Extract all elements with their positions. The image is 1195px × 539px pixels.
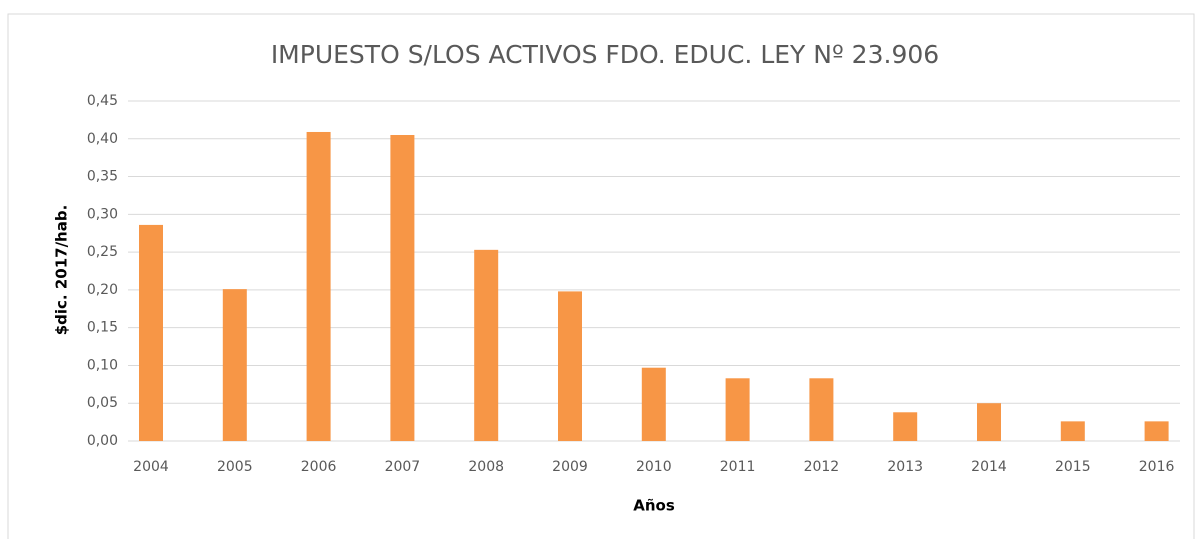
y-axis-label: $dic. 2017/hab. — [53, 205, 71, 336]
y-tick-label: 0,30 — [87, 206, 118, 222]
y-tick-label: 0,35 — [87, 169, 118, 185]
bar — [1060, 421, 1085, 441]
bar — [1144, 421, 1169, 441]
y-tick-label: 0,15 — [87, 320, 118, 336]
x-tick-label: 2008 — [468, 459, 504, 475]
chart-frame — [7, 13, 1195, 539]
bar — [139, 224, 163, 441]
x-tick-label: 2005 — [217, 459, 253, 475]
bar — [641, 367, 666, 441]
x-tick-label: 2006 — [301, 459, 337, 475]
x-tick-label: 2014 — [971, 459, 1007, 475]
y-tick-label: 0,45 — [87, 93, 118, 109]
x-tick-label: 2015 — [1055, 459, 1091, 475]
y-tick-label: 0,25 — [87, 244, 118, 260]
bar — [474, 249, 499, 441]
y-tick-label: 0,00 — [87, 433, 118, 449]
bar — [390, 135, 415, 441]
bar — [222, 289, 247, 441]
x-tick-label: 2013 — [887, 459, 923, 475]
y-tick-label: 0,05 — [87, 395, 118, 411]
bar — [809, 378, 834, 441]
y-tick-label: 0,20 — [87, 282, 118, 298]
bar — [977, 403, 1001, 441]
x-tick-label: 2009 — [552, 459, 588, 475]
bar — [725, 378, 750, 441]
x-tick-label: 2007 — [385, 459, 421, 475]
bar — [893, 412, 918, 441]
x-tick-label: 2012 — [804, 459, 840, 475]
bar — [306, 131, 331, 441]
y-tick-label: 0,10 — [87, 357, 118, 373]
bar — [558, 291, 582, 441]
x-axis-label: Años — [633, 497, 675, 515]
x-tick-label: 2010 — [636, 459, 672, 475]
y-tick-label: 0,40 — [87, 131, 118, 147]
x-tick-label: 2004 — [133, 459, 169, 475]
chart-title: IMPUESTO S/LOS ACTIVOS FDO. EDUC. LEY Nº… — [271, 40, 939, 69]
x-tick-label: 2016 — [1139, 459, 1175, 475]
x-tick-label: 2011 — [720, 459, 756, 475]
